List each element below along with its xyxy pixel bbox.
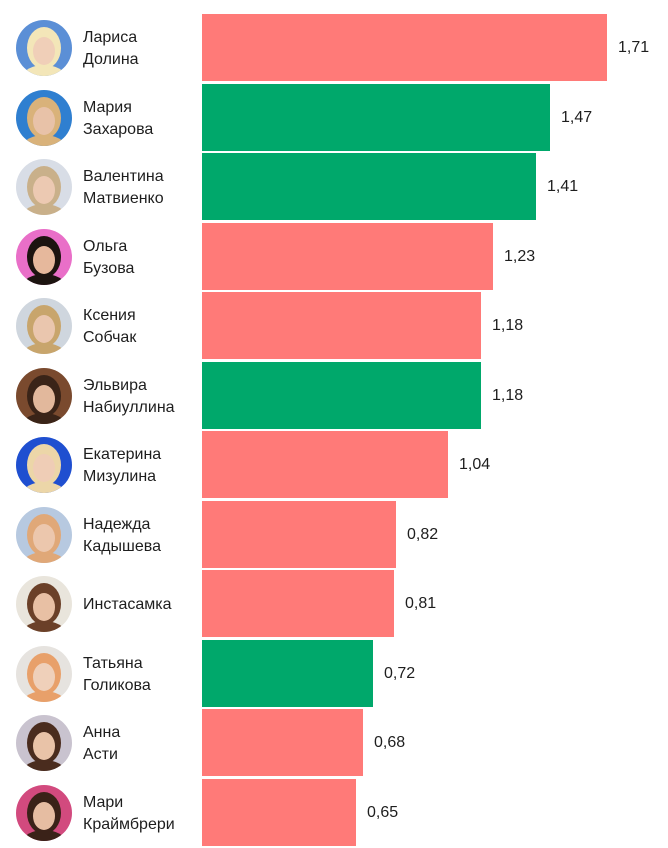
avatar [16, 298, 72, 354]
avatar [16, 368, 72, 424]
person-name-line: Инстасамка [83, 596, 172, 613]
person-name: Екатерина Мизулина [83, 444, 161, 488]
bar [202, 640, 373, 707]
value-label: 0,82 [407, 526, 439, 543]
person-name-line: Ксения [83, 307, 136, 324]
person-name-line: Татьяна [83, 655, 143, 672]
chart-row: Эльвира Набиуллина 1,18 [0, 362, 668, 431]
person-name: Мария Захарова [83, 97, 153, 141]
avatar [16, 715, 72, 771]
person-name: Инстасамка [83, 594, 172, 616]
person-name-line: Захарова [83, 121, 154, 138]
bar [202, 779, 356, 846]
avatar [16, 507, 72, 563]
person-name: Надежда Кадышева [83, 514, 161, 558]
avatar [16, 90, 72, 146]
person-name-line: Надежда [83, 516, 151, 533]
chart-row: Мария Захарова 1,47 [0, 84, 668, 153]
bar [202, 84, 550, 151]
chart-row: Анна Асти 0,68 [0, 709, 668, 778]
bar [202, 362, 481, 429]
person-name-line: Собчак [83, 329, 137, 346]
bar-chart: Лариса Долина 1,71 Мария Захарова 1,47 Валенти… [0, 14, 668, 846]
person-name: Татьяна Голикова [83, 653, 151, 697]
person-name-line: Долина [83, 51, 139, 68]
value-label: 0,72 [384, 665, 416, 682]
person-name-line: Набиуллина [83, 399, 175, 416]
person-name: Ксения Собчак [83, 305, 136, 349]
avatar [16, 20, 72, 76]
person-name-line: Матвиенко [83, 190, 164, 207]
person-name-line: Эльвира [83, 377, 147, 394]
person-name-line: Анна [83, 724, 121, 741]
person-name: Эльвира Набиуллина [83, 375, 175, 419]
person-name: Анна Асти [83, 722, 120, 766]
value-label: 1,18 [492, 317, 524, 334]
value-label: 1,04 [459, 456, 491, 473]
person-name-line: Асти [83, 746, 118, 763]
person-name-line: Мари [83, 794, 124, 811]
value-label: 1,18 [492, 387, 524, 404]
chart-row: Ольга Бузова 1,23 [0, 223, 668, 292]
chart-row: Татьяна Голикова 0,72 [0, 640, 668, 709]
person-name-line: Кадышева [83, 538, 162, 555]
bar [202, 153, 536, 220]
bar [202, 14, 607, 81]
person-name: Лариса Долина [83, 27, 139, 71]
person-name-line: Краймбрери [83, 816, 175, 833]
person-name: Валентина Матвиенко [83, 166, 164, 210]
chart-row: Надежда Кадышева 0,82 [0, 501, 668, 570]
avatar [16, 159, 72, 215]
chart-row: Инстасамка 0,81 [0, 570, 668, 639]
person-name-line: Мария [83, 99, 132, 116]
value-label: 0,81 [405, 595, 437, 612]
chart-row: Екатерина Мизулина 1,04 [0, 431, 668, 500]
person-name: Ольга Бузова [83, 236, 134, 280]
value-label: 1,71 [618, 39, 650, 56]
value-label: 0,65 [367, 804, 399, 821]
chart-row: Лариса Долина 1,71 [0, 14, 668, 83]
bar [202, 223, 493, 290]
bar [202, 501, 396, 568]
person-name-line: Екатерина [83, 446, 162, 463]
chart-row: Мари Краймбрери 0,65 [0, 779, 668, 848]
value-label: 0,68 [374, 734, 406, 751]
avatar [16, 576, 72, 632]
person-name-line: Ольга [83, 238, 128, 255]
person-name-line: Бузова [83, 260, 135, 277]
value-label: 1,23 [504, 248, 536, 265]
bar [202, 709, 363, 776]
avatar [16, 785, 72, 841]
person-name-line: Валентина [83, 168, 164, 185]
bar [202, 292, 481, 359]
avatar [16, 437, 72, 493]
bar [202, 570, 394, 637]
bar [202, 431, 448, 498]
avatar [16, 229, 72, 285]
person-name-line: Голикова [83, 677, 151, 694]
chart-row: Валентина Матвиенко 1,41 [0, 153, 668, 222]
person-name: Мари Краймбрери [83, 792, 175, 836]
value-label: 1,41 [547, 178, 579, 195]
person-name-line: Мизулина [83, 468, 157, 485]
chart-row: Ксения Собчак 1,18 [0, 292, 668, 361]
person-name-line: Лариса [83, 29, 138, 46]
value-label: 1,47 [561, 109, 593, 126]
avatar [16, 646, 72, 702]
